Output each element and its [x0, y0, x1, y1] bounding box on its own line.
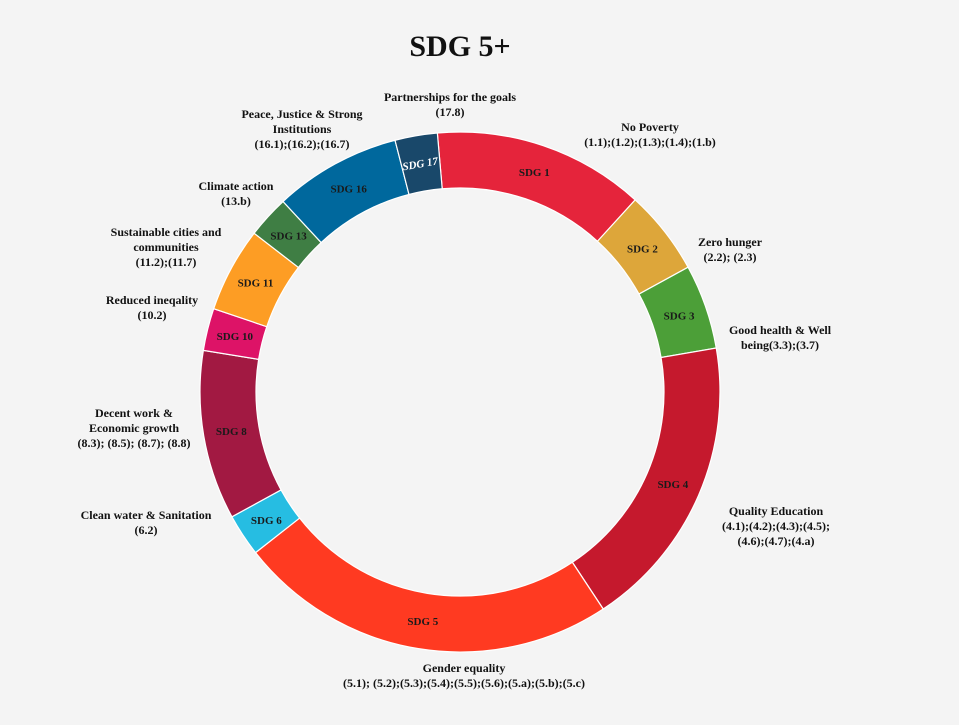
- callout-line: (2.2); (2.3): [704, 250, 757, 264]
- callout-line: (16.1);(16.2);(16.7): [255, 137, 350, 151]
- segment-label-sdg-10: SDG 10: [217, 331, 254, 343]
- chart-title: SDG 5+: [409, 30, 510, 63]
- segment-label-sdg-6: SDG 6: [251, 515, 282, 527]
- callout-line: No Poverty: [621, 120, 679, 134]
- callout-line: Reduced ineqality: [106, 293, 198, 307]
- callout-labels: No Poverty (1.1);(1.2);(1.3);(1.4);(1.b) Z…: [78, 90, 832, 690]
- callout-line: (6.2): [135, 523, 158, 537]
- callout-line: Decent work &: [95, 406, 173, 420]
- callout-line: being(3.3);(3.7): [741, 338, 819, 352]
- callout-line: (10.2): [138, 308, 167, 322]
- slice-sdg-5: [254, 517, 605, 653]
- callout-sdg-13: Climate action (13.b): [199, 179, 274, 208]
- callout-line: (17.8): [436, 105, 465, 119]
- callout-sdg-3: Good health & Well being(3.3);(3.7): [729, 323, 832, 352]
- segment-label-sdg-1: SDG 1: [519, 167, 550, 179]
- callout-line: (1.1);(1.2);(1.3);(1.4);(1.b): [584, 135, 716, 149]
- segment-label-sdg-8: SDG 8: [216, 426, 247, 438]
- callout-sdg-8: Decent work & Economic growth (8.3); (8.5)…: [78, 406, 191, 450]
- callout-line: Good health & Well: [729, 323, 832, 337]
- callout-sdg-4: Quality Education (4.1);(4.2);(4.3);(4.5)…: [722, 504, 830, 548]
- donut-slices: [199, 131, 721, 653]
- callout-sdg-2: Zero hunger (2.2); (2.3): [698, 235, 763, 264]
- callout-line: Institutions: [273, 122, 332, 136]
- callout-line: Climate action: [199, 179, 274, 193]
- segment-label-sdg-16: SDG 16: [330, 183, 367, 195]
- callout-sdg-5: Gender equality (5.1); (5.2);(5.3);(5.4);…: [343, 661, 585, 690]
- callout-line: (4.1);(4.2);(4.3);(4.5);: [722, 519, 830, 533]
- slice-sdg-4: [571, 347, 721, 610]
- callout-sdg-16: Peace, Justice & Strong Institutions (16.1…: [241, 107, 362, 151]
- callout-line: (4.6);(4.7);(4.a): [738, 534, 815, 548]
- callout-line: communities: [133, 240, 199, 254]
- segment-label-sdg-11: SDG 11: [238, 278, 274, 290]
- callout-line: Sustainable cities and: [111, 225, 222, 239]
- callout-line: (13.b): [221, 194, 251, 208]
- callout-sdg-17: Partnerships for the goals (17.8): [384, 90, 516, 119]
- slice-sdg-17: [394, 132, 443, 196]
- callout-line: (11.2);(11.7): [136, 255, 197, 269]
- callout-line: Economic growth: [89, 421, 179, 435]
- segment-labels: SDG 1 SDG 2 SDG 3 SDG 4 SDG 5 SDG 6 SDG 8 SDG 1…: [216, 155, 695, 628]
- callout-sdg-6: Clean water & Sanitation (6.2): [81, 508, 212, 537]
- callout-sdg-11: Sustainable cities and communities (11.2);…: [111, 225, 222, 269]
- callout-line: Quality Education: [729, 504, 824, 518]
- segment-label-sdg-13: SDG 13: [270, 231, 307, 243]
- callout-line: Gender equality: [423, 661, 506, 675]
- callout-line: Clean water & Sanitation: [81, 508, 212, 522]
- segment-label-sdg-5: SDG 5: [407, 616, 438, 628]
- callout-line: Partnerships for the goals: [384, 90, 516, 104]
- callout-sdg-1: No Poverty (1.1);(1.2);(1.3);(1.4);(1.b): [584, 120, 716, 149]
- segment-label-sdg-4: SDG 4: [657, 479, 688, 491]
- callout-sdg-10: Reduced ineqality (10.2): [106, 293, 198, 322]
- callout-line: (8.3); (8.5); (8.7); (8.8): [78, 436, 191, 450]
- segment-label-sdg-2: SDG 2: [627, 244, 658, 256]
- segment-label-sdg-3: SDG 3: [664, 311, 695, 323]
- callout-line: (5.1); (5.2);(5.3);(5.4);(5.5);(5.6);(5.…: [343, 676, 585, 690]
- callout-line: Zero hunger: [698, 235, 763, 249]
- callout-line: Peace, Justice & Strong: [241, 107, 362, 121]
